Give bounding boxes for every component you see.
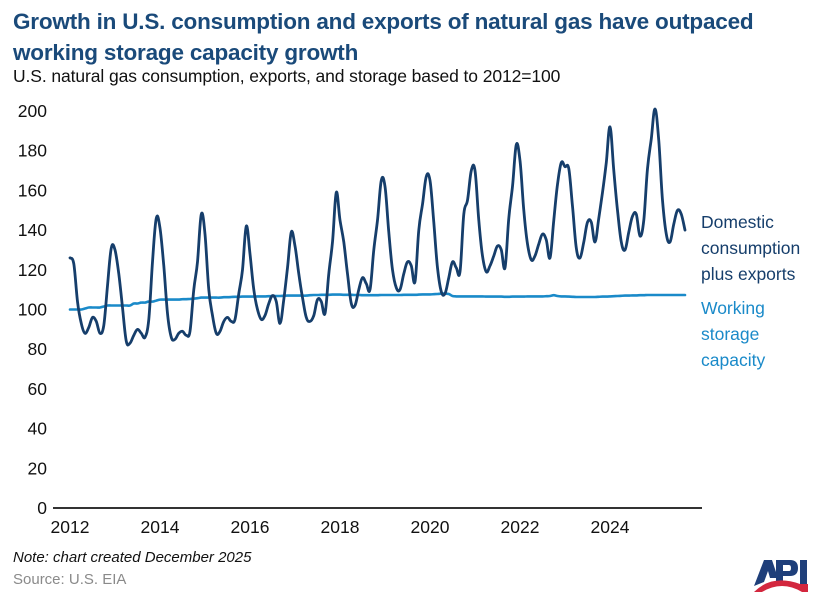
legend-storage-line-2: storage	[701, 324, 760, 344]
chart-title: Growth in U.S. consumption and exports o…	[13, 9, 754, 65]
x-tick-label: 2016	[231, 517, 270, 537]
y-tick-label: 0	[37, 498, 47, 518]
series-line-storage-capacity	[68, 292, 687, 311]
legend-storage-line-3: capacity	[701, 350, 766, 370]
y-tick-label: 20	[28, 458, 48, 478]
legend-consumption-line-2: consumption	[701, 238, 801, 258]
y-tick-label: 120	[18, 260, 47, 280]
x-tick-label: 2018	[321, 517, 360, 537]
y-tick-label: 60	[28, 379, 48, 399]
chart-subtitle: U.S. natural gas consumption, exports, a…	[13, 66, 561, 86]
chart-source: Source: U.S. EIA	[13, 571, 127, 588]
y-tick-label: 200	[18, 101, 47, 121]
x-axis-ticks: 2012 2014 2016 2018 2020 2022 2024	[51, 517, 630, 537]
logo-letter-p	[776, 560, 798, 582]
logo-red-swoosh	[754, 580, 808, 592]
y-tick-label: 180	[18, 141, 47, 161]
legend-storage-line-1: Working	[701, 298, 765, 318]
y-tick-label: 80	[28, 339, 48, 359]
x-tick-label: 2012	[51, 517, 90, 537]
x-tick-label: 2014	[141, 517, 180, 537]
legend-consumption-exports: Domestic consumption plus exports	[701, 209, 800, 287]
logo-letter-i	[800, 560, 807, 584]
api-logo	[754, 560, 808, 592]
y-tick-label: 40	[28, 419, 48, 439]
legend-consumption-line-1: Domestic	[701, 212, 774, 232]
legend-consumption-line-3: plus exports	[701, 264, 796, 284]
x-tick-label: 2020	[411, 517, 450, 537]
y-axis-ticks: 0 20 40 60 80 100 120 140 160 180 200	[18, 101, 47, 518]
x-tick-label: 2022	[501, 517, 540, 537]
logo-letter-a	[754, 560, 778, 586]
y-tick-label: 160	[18, 180, 47, 200]
legend-storage-capacity: Working storage capacity	[701, 295, 765, 373]
series-line-consumption-exports	[68, 107, 687, 347]
x-tick-label: 2024	[591, 517, 630, 537]
y-tick-label: 100	[18, 300, 47, 320]
chart-note: Note: chart created December 2025	[13, 549, 252, 566]
y-tick-label: 140	[18, 220, 47, 240]
